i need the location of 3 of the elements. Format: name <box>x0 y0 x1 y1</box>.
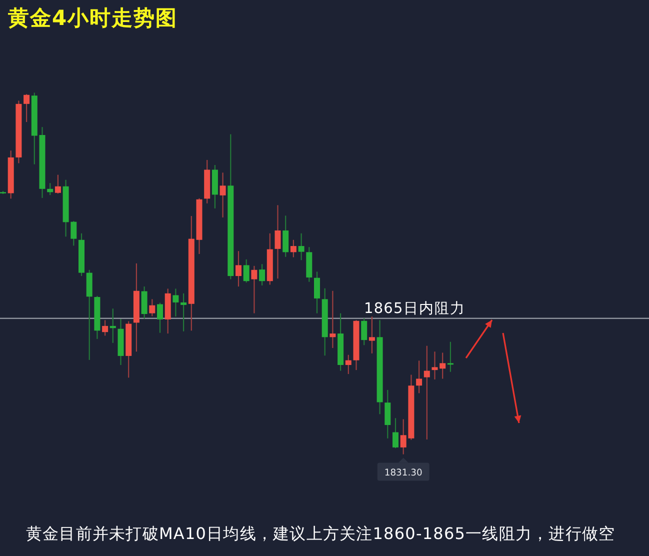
annotation: 1831.30 <box>384 467 422 478</box>
title: 黄金4小时走势图 <box>8 6 178 30</box>
ref-line-label: 1865日内阻力 <box>364 300 466 317</box>
